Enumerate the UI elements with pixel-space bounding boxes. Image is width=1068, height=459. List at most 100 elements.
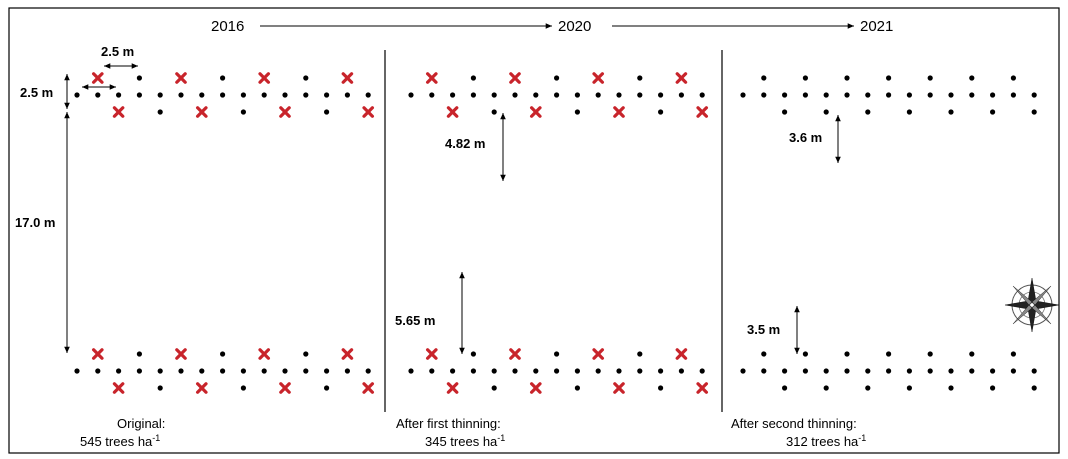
tree-dot [1031, 385, 1037, 391]
tree-dot [637, 368, 643, 374]
tree-dot [512, 368, 518, 374]
tree-dot [823, 109, 829, 115]
tree-dot [740, 368, 746, 374]
tree-dot [74, 92, 80, 98]
tree-dot [344, 368, 350, 374]
tree-dot [823, 368, 829, 374]
tree-dot [220, 75, 226, 81]
tree-dot [470, 92, 476, 98]
tree-dot [886, 92, 892, 98]
removed-tree-marker [696, 106, 709, 118]
removed-tree-marker [279, 382, 291, 394]
removed-tree-marker [509, 72, 521, 84]
removed-tree-marker [258, 72, 270, 84]
year-2020: 2020 [558, 18, 591, 35]
tree-dot [844, 92, 850, 98]
tree-dot [948, 368, 954, 374]
removed-tree-marker [196, 382, 208, 394]
tree-dot [491, 109, 497, 115]
compass-rose-icon [1004, 277, 1060, 333]
tree-dot [844, 351, 850, 357]
tree-dot [782, 92, 788, 98]
tree-dot [802, 92, 809, 98]
tree-dot [990, 109, 996, 115]
removed-tree-marker [341, 348, 354, 360]
tree-dot [324, 368, 330, 374]
tree-dot [906, 368, 913, 374]
removed-tree-marker [175, 72, 187, 84]
tree-dot [220, 351, 226, 357]
tree-dot [199, 92, 205, 98]
tree-dot [574, 109, 581, 115]
removed-tree-marker [426, 348, 438, 360]
tree-dot [906, 109, 913, 115]
tree-dot [554, 75, 560, 81]
tree-dot [136, 75, 142, 81]
removed-tree-marker [175, 348, 187, 360]
row-spacing-label: 2.5 m [20, 85, 53, 100]
year-2021: 2021 [860, 18, 893, 35]
tree-dot [240, 92, 246, 98]
caption-first-density: 345 trees ha-1 [425, 433, 505, 449]
tree-dot [678, 92, 685, 98]
tree-dot [199, 368, 205, 374]
tree-dot [261, 92, 267, 98]
first-bottom-gap-label: 5.65 m [395, 313, 435, 328]
tree-dot [429, 92, 435, 98]
tree-dot [344, 92, 350, 98]
tree-dot [95, 368, 101, 374]
caption-original-density: 545 trees ha-1 [80, 433, 160, 449]
tree-dot [761, 75, 767, 81]
tree-dot [220, 368, 226, 374]
removed-tree-marker [529, 382, 542, 394]
tree-dot [533, 92, 539, 98]
tree-dot [136, 92, 142, 98]
tree-dot [554, 351, 560, 357]
tree-dot [927, 368, 933, 374]
tree-dot [844, 368, 850, 374]
tree-dot [616, 92, 622, 98]
removed-tree-marker [196, 106, 208, 118]
tree-dot [365, 92, 371, 98]
tree-dot [595, 92, 601, 98]
tree-dot [637, 351, 643, 357]
removed-tree-marker [509, 348, 521, 360]
removed-tree-marker [112, 106, 125, 118]
tree-spacing-label: 2.5 m [101, 44, 134, 59]
first-top-gap-label: 4.82 m [445, 136, 485, 151]
tree-dot [240, 368, 246, 374]
tree-dot [178, 368, 184, 374]
tree-dot [948, 385, 954, 391]
tree-dot [282, 368, 288, 374]
panel-captions: Original: 545 trees ha-1 After first thi… [80, 416, 866, 449]
tree-dot [74, 368, 80, 374]
tree-dot [574, 92, 581, 98]
timeline: 2016 2020 2021 [211, 18, 893, 35]
second-top-gap-label: 3.6 m [789, 130, 822, 145]
tree-dot [699, 368, 705, 374]
removed-tree-marker [341, 72, 354, 84]
tree-dot [157, 109, 163, 115]
tree-dot [554, 92, 560, 98]
tree-dot [802, 351, 809, 357]
tree-dot [324, 92, 330, 98]
second-bottom-gap-label: 3.5 m [747, 322, 780, 337]
tree-dot [782, 109, 788, 115]
panel-first-thinning-measurements: 4.82 m 5.65 m [395, 113, 506, 354]
tree-dot [491, 92, 497, 98]
tree-dot [491, 385, 497, 391]
tree-dot [1010, 75, 1017, 81]
caption-second-density: 312 trees ha-1 [786, 433, 866, 449]
tree-dot [1010, 351, 1017, 357]
removed-tree-marker [529, 106, 542, 118]
tree-dot [1010, 92, 1017, 98]
removed-tree-marker [696, 382, 709, 394]
tree-dot [116, 92, 122, 98]
tree-dot [450, 368, 456, 374]
tree-dot [574, 385, 581, 391]
tree-dot [1031, 109, 1037, 115]
caption-first-title: After first thinning: [396, 416, 501, 431]
tree-dot [303, 75, 309, 81]
tree-dot [927, 351, 933, 357]
